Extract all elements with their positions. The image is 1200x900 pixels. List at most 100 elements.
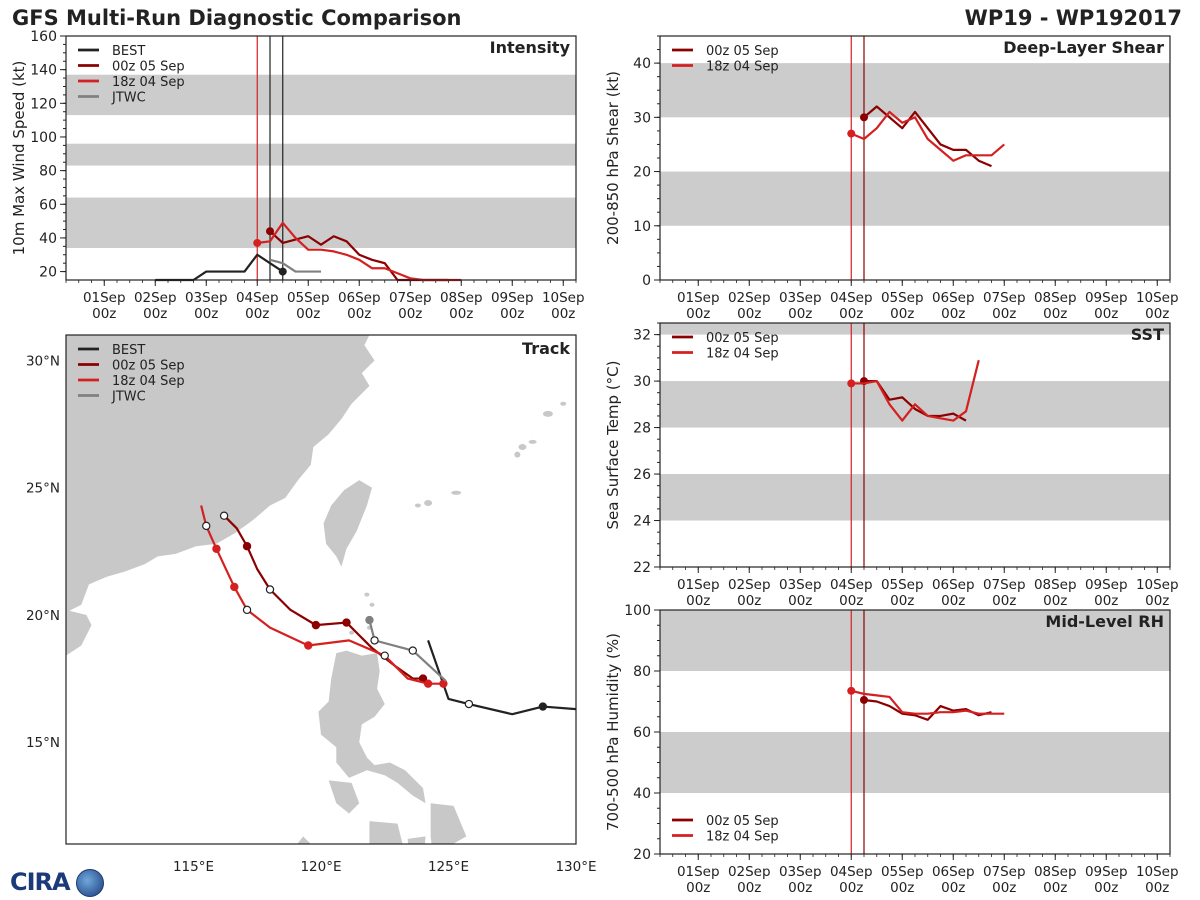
series-line-00z-05-sep <box>863 105 992 168</box>
x-tick-label-hour: 00z <box>788 880 812 896</box>
legend-label: 18z 04 Sep <box>706 347 779 362</box>
x-tick-label-day: 02Sep <box>728 577 771 593</box>
y-tick-label: 40 <box>633 786 651 802</box>
legend-label: 18z 04 Sep <box>706 830 779 845</box>
mindoro-island <box>328 780 360 814</box>
babuyan-islet <box>364 592 370 597</box>
track-line-best <box>427 640 576 716</box>
band-1 <box>66 143 576 166</box>
series-marker <box>847 129 856 138</box>
y-tick-label: 20 <box>633 847 651 863</box>
x-tick-label-hour: 00z <box>686 593 710 609</box>
legend-label: JTWC <box>111 91 146 106</box>
track-marker <box>265 585 275 594</box>
x-tick-label-hour: 00z <box>839 593 863 609</box>
x-tick-label-hour: 00z <box>1145 880 1169 896</box>
legend-label: BEST <box>112 44 145 59</box>
x-tick-label-hour: 00z <box>1043 593 1067 609</box>
y-tick-label: 60 <box>39 197 57 213</box>
x-tick-label-day: 04Sep <box>830 290 873 306</box>
panel-intensity: 2040608010012014016001Sep00z02Sep00z03Se… <box>10 29 585 322</box>
legend-label: 18z 04 Sep <box>706 60 779 75</box>
y-tick-label: 100 <box>624 603 651 619</box>
plot-frame <box>659 35 1171 281</box>
y-tick-label: 20 <box>633 165 651 181</box>
x-tick-label-day: 08Sep <box>1034 864 1077 880</box>
x-tick-label-hour: 00z <box>500 306 524 322</box>
x-tick-label-hour: 00z <box>143 306 167 322</box>
legend-label: 00z 05 Sep <box>706 44 779 59</box>
y-tick-label: 26 <box>633 467 651 483</box>
x-tick-label-day: 10Sep <box>542 290 585 306</box>
y-tick-label: 120 <box>30 96 57 112</box>
x-tick-label-hour: 00z <box>686 306 710 322</box>
y-tick-label: 40 <box>633 56 651 72</box>
x-tick-label-day: 03Sep <box>779 290 822 306</box>
ryukyu-islet <box>414 503 421 508</box>
track-marker <box>538 702 548 711</box>
track-marker <box>423 679 433 688</box>
x-tick-label-day: 07Sep <box>389 290 432 306</box>
y-tick-label: 22 <box>633 560 651 576</box>
lat-tick-label: 25°N <box>26 481 60 497</box>
x-tick-label-hour: 00z <box>992 306 1016 322</box>
series-marker <box>278 267 287 276</box>
y-tick-label: 0 <box>642 273 651 289</box>
y-axis-label: Sea Surface Temp (°C) <box>604 360 622 529</box>
x-tick-label-hour: 00z <box>737 880 761 896</box>
lat-tick-label: 30°N <box>26 353 60 369</box>
legend-label: 18z 04 Sep <box>112 374 185 389</box>
band-1 <box>660 610 1170 671</box>
x-tick-label-hour: 00z <box>788 306 812 322</box>
x-tick-label-hour: 00z <box>992 880 1016 896</box>
negros-island <box>385 847 408 888</box>
legend-label: 00z 05 Sep <box>706 814 779 829</box>
cebu-island <box>407 836 426 844</box>
track-line-18z-04-sep <box>200 505 444 685</box>
panel-title: Track <box>522 339 570 358</box>
track-marker <box>212 544 221 553</box>
ryukyu-islet <box>518 443 527 450</box>
series-marker <box>266 227 274 236</box>
x-tick-label-day: 06Sep <box>932 577 975 593</box>
legend-label: 00z 05 Sep <box>706 331 779 346</box>
babuyan-islet <box>369 602 375 607</box>
x-tick-label-hour: 00z <box>839 880 863 896</box>
x-tick-label-hour: 00z <box>245 306 269 322</box>
plot-frame <box>65 334 577 845</box>
panel-rh: 2040608010001Sep00z02Sep00z03Sep00z04Sep… <box>604 603 1179 896</box>
hainan-island <box>66 609 92 656</box>
y-tick-label: 30 <box>633 110 651 126</box>
x-tick-label-day: 04Sep <box>830 864 873 880</box>
panel-shear: 01020304001Sep00z02Sep00z03Sep00z04Sep00… <box>604 35 1179 322</box>
band-2 <box>660 323 1170 335</box>
taiwan-island <box>323 480 372 567</box>
x-tick-label-day: 10Sep <box>1136 290 1179 306</box>
globe-logo-icon <box>76 869 104 897</box>
ryukyu-islet <box>528 439 537 444</box>
x-tick-label-day: 05Sep <box>881 864 924 880</box>
y-tick-label: 28 <box>633 421 651 437</box>
track-marker <box>202 521 211 531</box>
x-tick-label-hour: 00z <box>737 593 761 609</box>
plot-frame <box>659 322 1171 568</box>
track-marker <box>219 511 229 520</box>
x-tick-label-day: 08Sep <box>1034 577 1077 593</box>
y-axis-label: 10m Max Wind Speed (kt) <box>10 61 28 256</box>
samar-leyte-islands <box>430 803 467 844</box>
x-tick-label-day: 01Sep <box>677 290 720 306</box>
x-tick-label-day: 03Sep <box>779 577 822 593</box>
y-axis-label: 200-850 hPa Shear (kt) <box>604 71 622 245</box>
track-marker <box>230 582 239 592</box>
x-tick-label-day: 05Sep <box>881 577 924 593</box>
y-tick-label: 100 <box>30 130 57 146</box>
panel-sst: 22242628303201Sep00z02Sep00z03Sep00z04Se… <box>604 322 1179 609</box>
plot-frame <box>65 35 577 281</box>
x-tick-label-day: 09Sep <box>491 290 534 306</box>
x-tick-label-day: 07Sep <box>983 864 1026 880</box>
x-tick-label-hour: 00z <box>941 306 965 322</box>
y-tick-label: 40 <box>39 231 57 247</box>
y-tick-label: 24 <box>633 514 651 530</box>
x-tick-label-hour: 00z <box>398 306 422 322</box>
lat-tick-label: 20°N <box>26 608 60 624</box>
